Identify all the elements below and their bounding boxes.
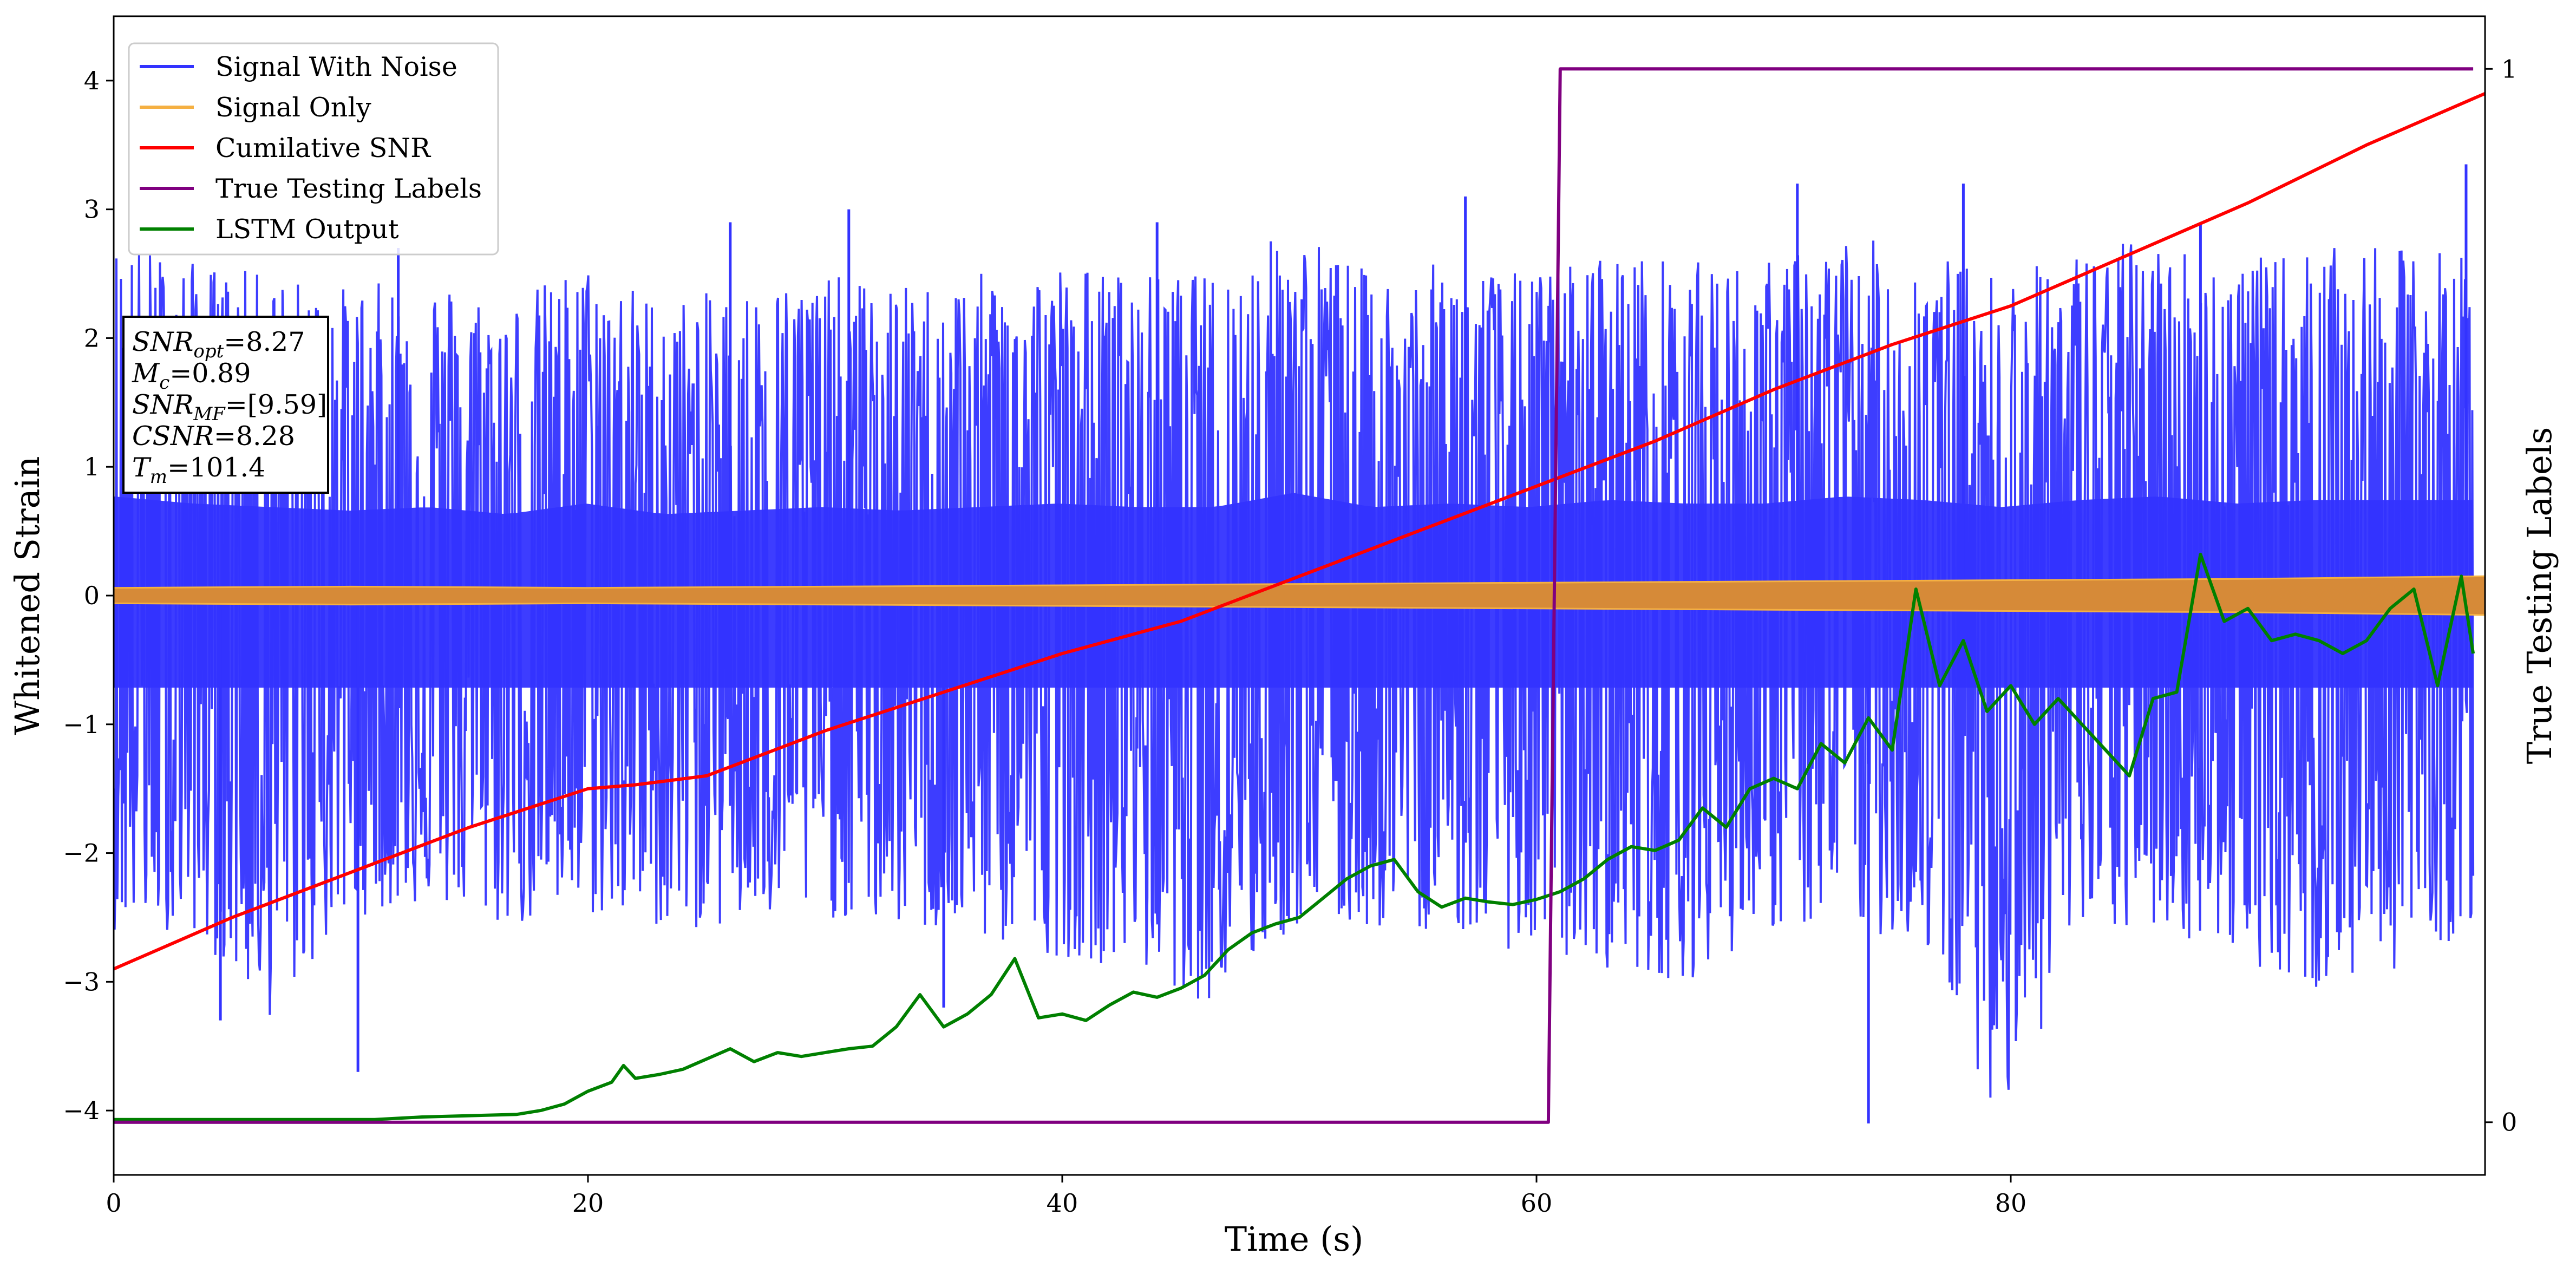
line-series-group bbox=[114, 67, 2485, 1124]
x-tick-label: 40 bbox=[1047, 1188, 1078, 1218]
y2-axis-title: True Testing Labels bbox=[2520, 427, 2559, 765]
annotation-frame bbox=[122, 316, 329, 494]
legend-label: Signal With Noise bbox=[215, 51, 457, 82]
y-tick-label: −4 bbox=[63, 1096, 100, 1125]
y2-tick-label: 1 bbox=[2501, 54, 2517, 83]
y-tick-label: 2 bbox=[84, 323, 100, 352]
y-tick-label: −3 bbox=[63, 967, 100, 996]
annotation-line: SNRMF=[9.59] bbox=[132, 389, 327, 425]
annotation-line: CSNR=8.28 bbox=[132, 421, 295, 452]
y-tick-label: −1 bbox=[63, 710, 100, 739]
annotation-box: SNRopt=8.27Mc=0.89SNRMF=[9.59]CSNR=8.28T… bbox=[122, 316, 329, 494]
x-axis-title: Time (s) bbox=[1225, 1219, 1364, 1259]
y-tick-label: 4 bbox=[84, 66, 100, 95]
x-tick-label: 0 bbox=[106, 1188, 121, 1218]
legend-label: Cumilative SNR bbox=[215, 133, 431, 164]
signal-only-series bbox=[114, 575, 2485, 616]
x-tick-label: 60 bbox=[1521, 1188, 1553, 1218]
signal-with-noise-series bbox=[114, 164, 2475, 1123]
lstm-output-line bbox=[114, 552, 2475, 1121]
annotation-line: Mc=0.89 bbox=[132, 358, 251, 394]
signal-only-band bbox=[114, 575, 2485, 616]
legend: Signal With Noise Signal Only Cumilative S… bbox=[128, 42, 499, 256]
y-axis-title: Whitened Strain bbox=[8, 456, 47, 735]
y-tick-label: 3 bbox=[84, 195, 100, 224]
legend-frame bbox=[128, 42, 499, 256]
annotation-line: SNRopt=8.27 bbox=[132, 326, 305, 362]
y-tick-label: −2 bbox=[63, 839, 100, 868]
y-tick-label: 0 bbox=[84, 581, 100, 610]
cumulative-snr-line bbox=[114, 92, 2485, 971]
legend-label: True Testing Labels bbox=[215, 173, 482, 204]
legend-label: LSTM Output bbox=[215, 214, 399, 245]
plot-area bbox=[114, 67, 2485, 1124]
true-labels-line bbox=[114, 67, 2474, 1124]
legend-label: Signal Only bbox=[215, 92, 371, 123]
y-tick-label: 1 bbox=[84, 452, 100, 481]
annotation-line: Tm=101.4 bbox=[132, 452, 265, 488]
y2-tick-label: 0 bbox=[2501, 1108, 2517, 1137]
x-tick-label: 80 bbox=[1995, 1188, 2027, 1218]
x-tick-label: 20 bbox=[572, 1188, 604, 1218]
